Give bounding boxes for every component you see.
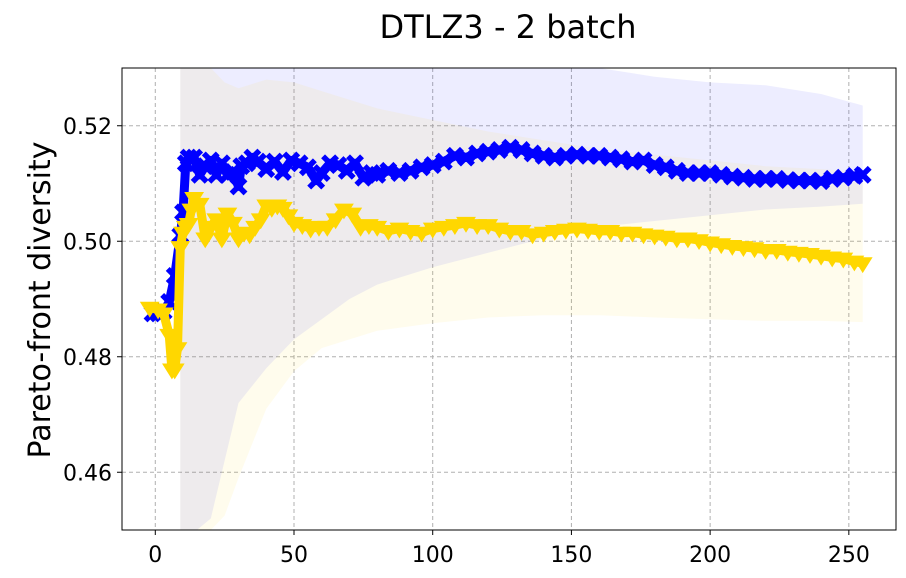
marker-x xyxy=(298,158,317,177)
marker-triangle xyxy=(195,232,216,249)
y-axis-label: Pareto-front diversity xyxy=(23,141,58,458)
x-tick-label: 50 xyxy=(280,543,308,568)
marker-x xyxy=(457,148,475,167)
x-tick-label: 0 xyxy=(148,543,162,568)
marker-triangle xyxy=(189,197,210,214)
marker-triangle xyxy=(206,213,227,230)
band-1 xyxy=(180,68,863,530)
marker-triangle xyxy=(342,207,363,224)
chart-title: DTLZ3 - 2 batch xyxy=(379,8,636,46)
marker-triangle xyxy=(533,226,554,243)
marker-triangle xyxy=(522,228,543,245)
marker-triangle xyxy=(317,220,338,237)
marker-x xyxy=(634,151,653,170)
marker-triangle xyxy=(852,257,873,274)
x-tick-label: 200 xyxy=(689,543,731,568)
marker-triangle xyxy=(250,213,271,230)
y-tick-label: 0.48 xyxy=(63,346,112,371)
series-layer xyxy=(139,138,873,380)
marker-x xyxy=(401,161,420,180)
marker-triangle xyxy=(445,219,465,236)
marker-triangle xyxy=(159,328,180,345)
marker-triangle xyxy=(170,241,191,257)
plot-frame xyxy=(121,67,897,531)
confidence-bands xyxy=(180,68,863,530)
x-tick-label: 150 xyxy=(550,543,592,568)
band-0 xyxy=(180,68,863,530)
marker-triangle xyxy=(411,226,432,243)
marker-triangle xyxy=(167,342,188,359)
y-tick-label: 0.50 xyxy=(63,230,112,255)
marker-x xyxy=(229,177,248,196)
grid xyxy=(122,68,896,530)
marker-triangle xyxy=(153,307,174,324)
marker-x xyxy=(512,141,531,159)
marker-triangle xyxy=(217,207,238,224)
marker-x xyxy=(434,152,453,171)
marker-triangle xyxy=(223,216,243,233)
marker-x xyxy=(853,165,872,184)
marker-triangle xyxy=(211,232,232,249)
marker-x xyxy=(368,165,387,184)
x-tick-label: 100 xyxy=(412,543,454,568)
marker-triangle xyxy=(422,222,443,239)
marker-triangle xyxy=(181,203,202,220)
marker-x xyxy=(423,156,442,174)
y-tick-label: 0.52 xyxy=(63,115,112,140)
marker-triangle xyxy=(178,218,199,234)
y-tick-label: 0.46 xyxy=(63,461,112,486)
marker-triangle xyxy=(378,224,399,241)
marker-triangle xyxy=(164,363,185,380)
marker-x xyxy=(346,154,364,173)
x-tick-label: 250 xyxy=(828,543,870,568)
marker-triangle xyxy=(325,213,346,230)
axis-ticks: 0 50 100 150 200 250 0.46 0.48 0.50 0.52 xyxy=(63,115,870,568)
marker-triangle xyxy=(433,220,454,237)
marker-x xyxy=(656,158,675,177)
